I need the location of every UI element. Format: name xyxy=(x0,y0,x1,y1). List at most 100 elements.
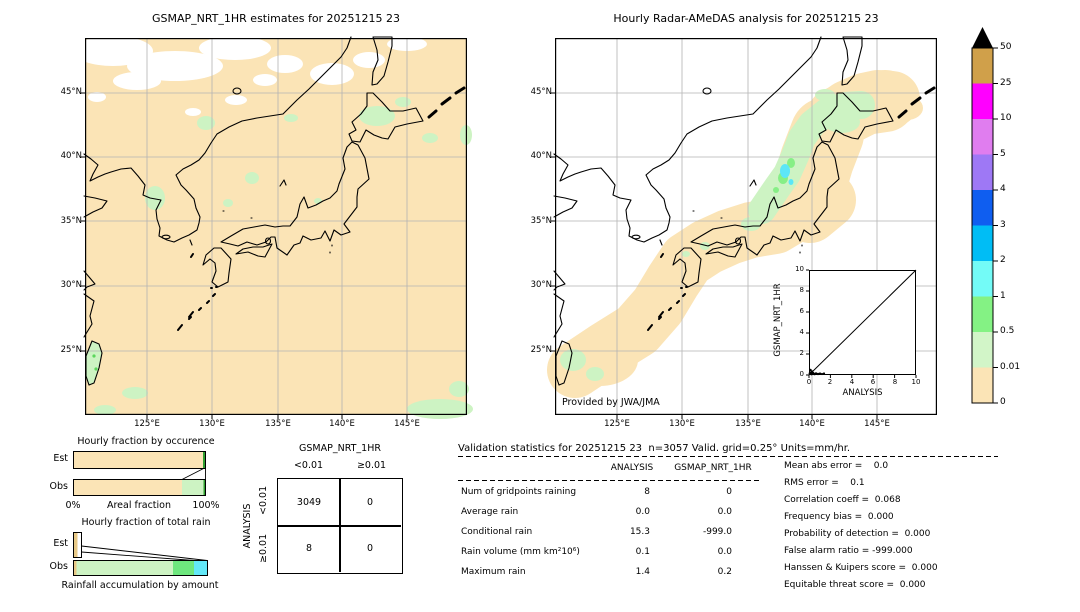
x-tick-label: 125°E xyxy=(134,419,160,429)
y-tick-label: 45°N xyxy=(60,87,82,97)
inset-y-axis-label: GSMAP_NRT_1HR xyxy=(773,283,783,357)
occurrence-axis-min: 0% xyxy=(65,500,81,511)
stats-value: 0.1 xyxy=(635,547,650,557)
contingency-cell: 0 xyxy=(366,543,374,554)
occurrence-axis-label: Areal fraction xyxy=(106,500,171,511)
stats-value: -999.0 xyxy=(702,527,732,537)
y-tick-label: 45°N xyxy=(530,87,552,97)
stats-value: 15.3 xyxy=(629,527,650,537)
x-tick-label: 140°E xyxy=(799,419,825,429)
x-tick-label: 130°E xyxy=(669,419,695,429)
inset-x-tick: 8 xyxy=(892,378,898,386)
right-map xyxy=(547,35,938,420)
y-tick-label: 35°N xyxy=(60,216,82,226)
est-bar-border xyxy=(73,532,82,558)
row-label-est: Est xyxy=(53,538,68,549)
y-tick-label: 25°N xyxy=(530,345,552,355)
stats-value: 1.4 xyxy=(635,567,650,577)
colorbar-label: 0.01 xyxy=(1000,362,1021,372)
left-map-border xyxy=(85,38,467,415)
occurrence-bars xyxy=(73,451,206,496)
right-map-heavy-rain xyxy=(780,164,794,185)
stats-row-label: Rain volume (mm km²10⁶) xyxy=(461,547,580,557)
row-label-obs: Obs xyxy=(49,481,68,492)
stats-value: 0.2 xyxy=(717,567,732,577)
inset-scatter-canvas xyxy=(806,269,917,378)
y-tick-label: 40°N xyxy=(60,151,82,161)
inset-scatter-plot: 0 2 4 6 8 10 0 2 4 6 8 10 ANALYSIS GSMAP… xyxy=(773,265,920,398)
contingency-row-label: ≥0.01 xyxy=(258,533,269,563)
inset-y-tick: 0 xyxy=(799,370,804,378)
totalrain-chart-title: Hourly fraction of total rain xyxy=(81,517,211,528)
colorbar-segments xyxy=(972,48,993,403)
row-label-obs: Obs xyxy=(49,561,68,572)
stats-row-label: Maximum rain xyxy=(461,567,526,577)
colorbar-tick-marks xyxy=(993,47,998,404)
left-map-taiwan-rain-dots xyxy=(92,354,98,371)
inset-ticks xyxy=(806,269,917,378)
stats-metric: Probability of detection = 0.000 xyxy=(784,529,931,539)
contingency-grid: 3049 0 8 0 xyxy=(277,478,403,574)
inset-y-tick: 10 xyxy=(795,265,804,273)
colorbar-label: 50 xyxy=(1000,42,1012,52)
right-map-title: Hourly Radar-AMeDAS analysis for 2025121… xyxy=(613,12,879,25)
contingency-col-label: <0.01 xyxy=(293,460,324,471)
inset-x-tick: 2 xyxy=(827,378,833,386)
contingency-col-header: GSMAP_NRT_1HR xyxy=(299,443,381,454)
contingency-row-label: <0.01 xyxy=(258,485,269,515)
occurrence-axis-max: 100% xyxy=(192,500,220,511)
inset-border xyxy=(809,270,916,375)
colorbar-label: 2 xyxy=(1000,255,1006,265)
x-tick-label: 135°E xyxy=(265,419,291,429)
x-tick-label: 125°E xyxy=(604,419,630,429)
inset-x-tick: 10 xyxy=(911,378,921,386)
colorbar-label: 0.5 xyxy=(1000,326,1015,336)
colorbar xyxy=(971,27,998,404)
contingency-cell: 8 xyxy=(305,543,313,554)
stats-metric: Correlation coeff = 0.068 xyxy=(784,495,901,505)
connector-line xyxy=(181,468,204,480)
obs-bar-border xyxy=(73,479,206,496)
credit-text: Provided by JWA/JMA xyxy=(562,397,660,408)
colorbar-label: 10 xyxy=(1000,113,1012,123)
inset-x-axis-label: ANALYSIS xyxy=(842,388,883,398)
diagonal-line xyxy=(808,269,917,376)
y-tick-label: 40°N xyxy=(530,151,552,161)
stats-row-label: Num of gridpoints raining xyxy=(461,487,577,497)
row-label-est: Est xyxy=(53,453,68,464)
dashed-rule xyxy=(458,456,998,457)
stats-row-label: Conditional rain xyxy=(461,527,533,537)
x-tick-label: 145°E xyxy=(394,419,420,429)
stats-value: 0.0 xyxy=(717,547,732,557)
left-map xyxy=(73,35,473,420)
inset-y-tick: 4 xyxy=(799,328,804,336)
left-map-light-rain-patches xyxy=(86,97,473,419)
stats-metric: False alarm ratio = -999.000 xyxy=(784,546,913,556)
stats-metric: RMS error = 0.1 xyxy=(784,478,865,488)
contingency-col-label: ≥0.01 xyxy=(356,460,387,471)
dashed-rule xyxy=(458,480,760,481)
inset-y-tick: 6 xyxy=(799,307,804,315)
x-tick-label: 130°E xyxy=(199,419,225,429)
colorbar-label: 3 xyxy=(1000,220,1006,230)
contingency-row-header: ANALYSIS xyxy=(242,503,253,549)
y-tick-label: 30°N xyxy=(530,280,552,290)
colorbar-label: 1 xyxy=(1000,291,1006,301)
stats-col-header: GSMAP_NRT_1HR xyxy=(674,463,752,473)
colorbar-overflow-triangle xyxy=(972,27,993,48)
stats-value: 8 xyxy=(644,487,650,497)
occurrence-chart-title: Hourly fraction by occurence xyxy=(77,436,215,447)
right-map-border xyxy=(555,38,937,415)
inset-y-tick: 2 xyxy=(799,349,804,357)
x-tick-label: 145°E xyxy=(864,419,890,429)
contingency-cell: 3049 xyxy=(296,497,322,508)
contingency-divider-h xyxy=(278,525,401,527)
right-map-light-rain xyxy=(560,89,875,381)
stats-value: 0.0 xyxy=(717,507,732,517)
x-tick-label: 135°E xyxy=(735,419,761,429)
stats-metric: Equitable threat score = 0.000 xyxy=(784,580,926,590)
stats-row-label: Average rain xyxy=(461,507,519,517)
connector-line xyxy=(81,551,208,562)
stats-metric: Mean abs error = 0.0 xyxy=(784,461,889,471)
